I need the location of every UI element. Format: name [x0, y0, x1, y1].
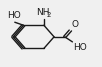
Text: HO: HO	[73, 43, 87, 52]
Text: HO: HO	[7, 11, 21, 20]
Text: NH: NH	[37, 8, 50, 17]
Text: O: O	[71, 20, 78, 29]
Text: 2: 2	[47, 12, 51, 18]
